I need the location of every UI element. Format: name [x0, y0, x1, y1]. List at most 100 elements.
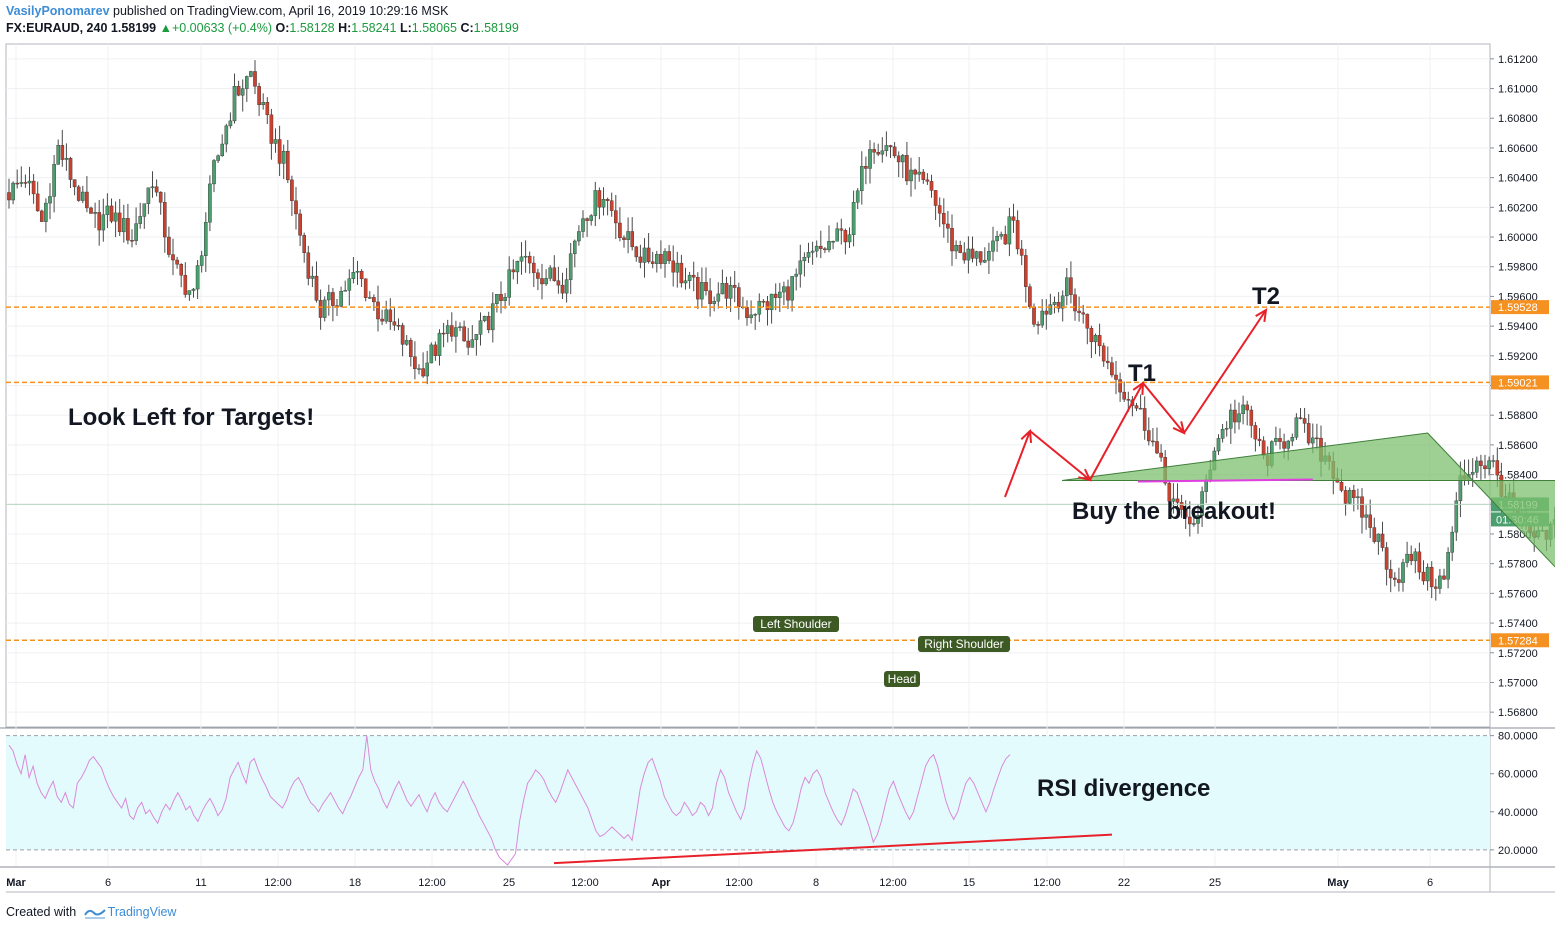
candle-down: [409, 340, 413, 357]
candle-up: [52, 164, 56, 197]
price-change: +0.00633 (+0.4%): [171, 21, 273, 35]
candle-down: [597, 190, 602, 208]
candle-down: [1282, 441, 1286, 449]
candle-up: [778, 291, 782, 298]
candle-up: [884, 145, 889, 152]
candle-up: [495, 294, 499, 304]
candle-down: [31, 180, 36, 195]
candle-down: [1011, 216, 1016, 221]
candle-down: [970, 248, 975, 259]
candle-down: [913, 169, 917, 175]
candle-down: [1032, 306, 1036, 325]
candle-up: [1171, 498, 1176, 502]
close-value: 1.58199: [473, 21, 519, 35]
candle-down: [1495, 460, 1500, 476]
candle-up: [310, 275, 315, 279]
candle-down: [527, 255, 532, 264]
projection-leg: [1029, 430, 1091, 481]
candle-up: [146, 187, 151, 204]
candle-up: [454, 327, 458, 337]
candle-up: [1286, 440, 1290, 449]
candle-up: [343, 290, 348, 292]
price-axis-tick-label: 1.58400: [1498, 470, 1538, 482]
candle-down: [85, 191, 89, 209]
symbol-name[interactable]: FX:EURAUD, 240: [6, 21, 108, 35]
candle-up: [1192, 523, 1196, 525]
time-axis-tick-label: 12:00: [1033, 877, 1061, 889]
candle-down: [1114, 374, 1118, 380]
candle-down: [1306, 423, 1311, 444]
candle-up: [855, 190, 860, 203]
candle-up: [11, 182, 15, 201]
price-axis-tick-label: 1.57000: [1498, 677, 1538, 689]
price-axis-tick-label: 1.57600: [1498, 588, 1538, 600]
time-axis-tick-label: 18: [349, 877, 361, 889]
candle-down: [35, 193, 40, 212]
candle-up: [195, 265, 200, 290]
candle-down: [1101, 345, 1106, 362]
time-axis-tick-label: 15: [963, 877, 975, 889]
candle-down: [1315, 437, 1319, 440]
candle-up: [1474, 460, 1479, 473]
candle-down: [773, 293, 778, 298]
level-price-label: 1.59528: [1498, 302, 1538, 314]
candle-up: [847, 234, 852, 243]
head-and-shoulders-pattern: [1061, 432, 1555, 568]
tradingview-brand-link[interactable]: TradingView: [107, 905, 177, 919]
candle-down: [179, 264, 184, 276]
price-axis-tick-label: 1.59400: [1498, 321, 1538, 333]
arrowhead-icon: [1078, 468, 1092, 482]
candle-down: [1392, 577, 1397, 580]
candle-up: [224, 125, 229, 145]
candle-up: [601, 199, 606, 208]
candle-up: [1093, 335, 1098, 343]
candle-up: [683, 280, 688, 284]
candle-up: [1491, 460, 1495, 462]
chart-canvas[interactable]: Mar 6 11 12:00 18 12:00 25 12:00 Apr 12:00 8 12:00 1…: [0, 0, 1555, 900]
candle-down: [68, 158, 73, 180]
level-price-label: 1.57284: [1498, 635, 1538, 647]
candle-down: [1028, 286, 1032, 308]
candle-up: [138, 216, 143, 224]
candle-down: [1097, 335, 1102, 347]
candle-up: [491, 303, 495, 331]
price-axis-tick-label: 1.57200: [1498, 648, 1538, 660]
candle-up: [445, 325, 450, 334]
candle-down: [23, 182, 28, 184]
candle-down: [363, 278, 368, 298]
time-axis-tick-label: May: [1327, 877, 1349, 889]
candle-up: [995, 235, 999, 242]
candle-up: [917, 171, 921, 175]
candle-down: [630, 231, 634, 248]
projection-leg: [1089, 382, 1144, 481]
candle-up: [27, 180, 32, 184]
candle-up: [519, 256, 524, 262]
candle-down: [585, 218, 589, 221]
candle-down: [257, 86, 261, 106]
candle-down: [1233, 409, 1237, 423]
candle-down: [1073, 294, 1077, 312]
candle-down: [1015, 220, 1020, 250]
low-value: 1.58065: [411, 21, 457, 35]
candle-down: [892, 146, 897, 157]
candle-down: [269, 114, 274, 144]
candle-down: [1085, 313, 1090, 329]
rsi-divergence-annotation: RSI divergence: [1037, 775, 1210, 802]
candle-up: [515, 260, 520, 273]
candle-up: [523, 255, 528, 258]
candle-up: [577, 231, 581, 242]
candle-up: [1040, 310, 1044, 326]
candle-down: [540, 278, 544, 285]
candle-down: [433, 344, 438, 356]
candle-down: [1368, 514, 1372, 528]
candle-down: [441, 332, 446, 335]
candle-up: [720, 283, 725, 295]
right-shoulder-label: Right Shoulder: [924, 637, 1003, 651]
candle-down: [691, 274, 696, 278]
candle-down: [1298, 417, 1303, 419]
rsi-divergence-line: [553, 833, 1113, 865]
time-axis-tick-label: 25: [1209, 877, 1221, 889]
t2-annotation: T2: [1252, 283, 1280, 310]
candle-up: [1007, 216, 1012, 245]
author-link[interactable]: VasilyPonomarev: [6, 4, 110, 18]
